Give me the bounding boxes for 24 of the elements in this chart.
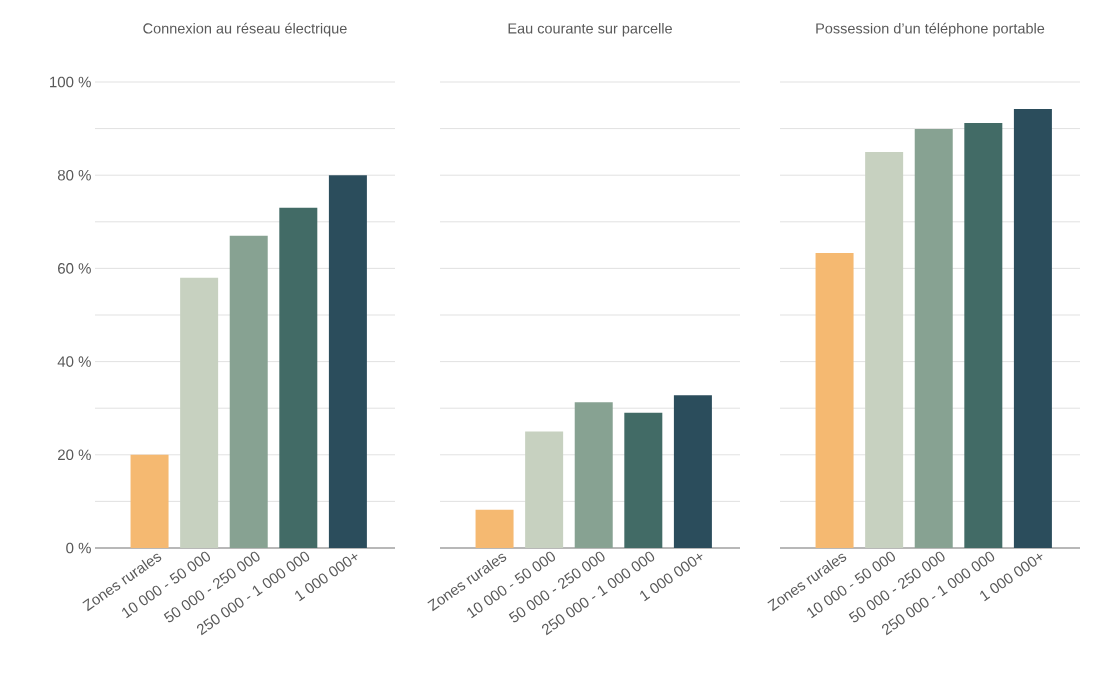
y-tick-label: 80 % <box>57 169 91 181</box>
bar <box>815 253 854 548</box>
bar <box>574 402 613 548</box>
y-tick-label: 100 % <box>50 76 91 88</box>
bar <box>180 277 219 548</box>
bar <box>673 395 712 548</box>
y-tick-label: 60 % <box>58 263 91 274</box>
y-tick-label: 40 % <box>57 356 91 367</box>
chart-title: Connexion au réseau électrique <box>143 22 347 37</box>
bar <box>964 123 1003 548</box>
y-tick-label: 0 % <box>66 542 91 554</box>
bar <box>279 207 318 548</box>
bar <box>865 151 904 548</box>
bar <box>525 431 564 548</box>
chart-title: Eau courante sur parcelle <box>508 22 672 37</box>
bar <box>475 509 514 548</box>
bar <box>914 129 953 548</box>
y-tick-label: 20 % <box>58 449 91 461</box>
bar <box>130 454 169 548</box>
bar <box>624 412 663 548</box>
bar <box>328 175 367 548</box>
bar <box>229 235 268 548</box>
bar <box>1013 109 1052 548</box>
chart-title: Possession d’un téléphone portable <box>816 22 1045 37</box>
